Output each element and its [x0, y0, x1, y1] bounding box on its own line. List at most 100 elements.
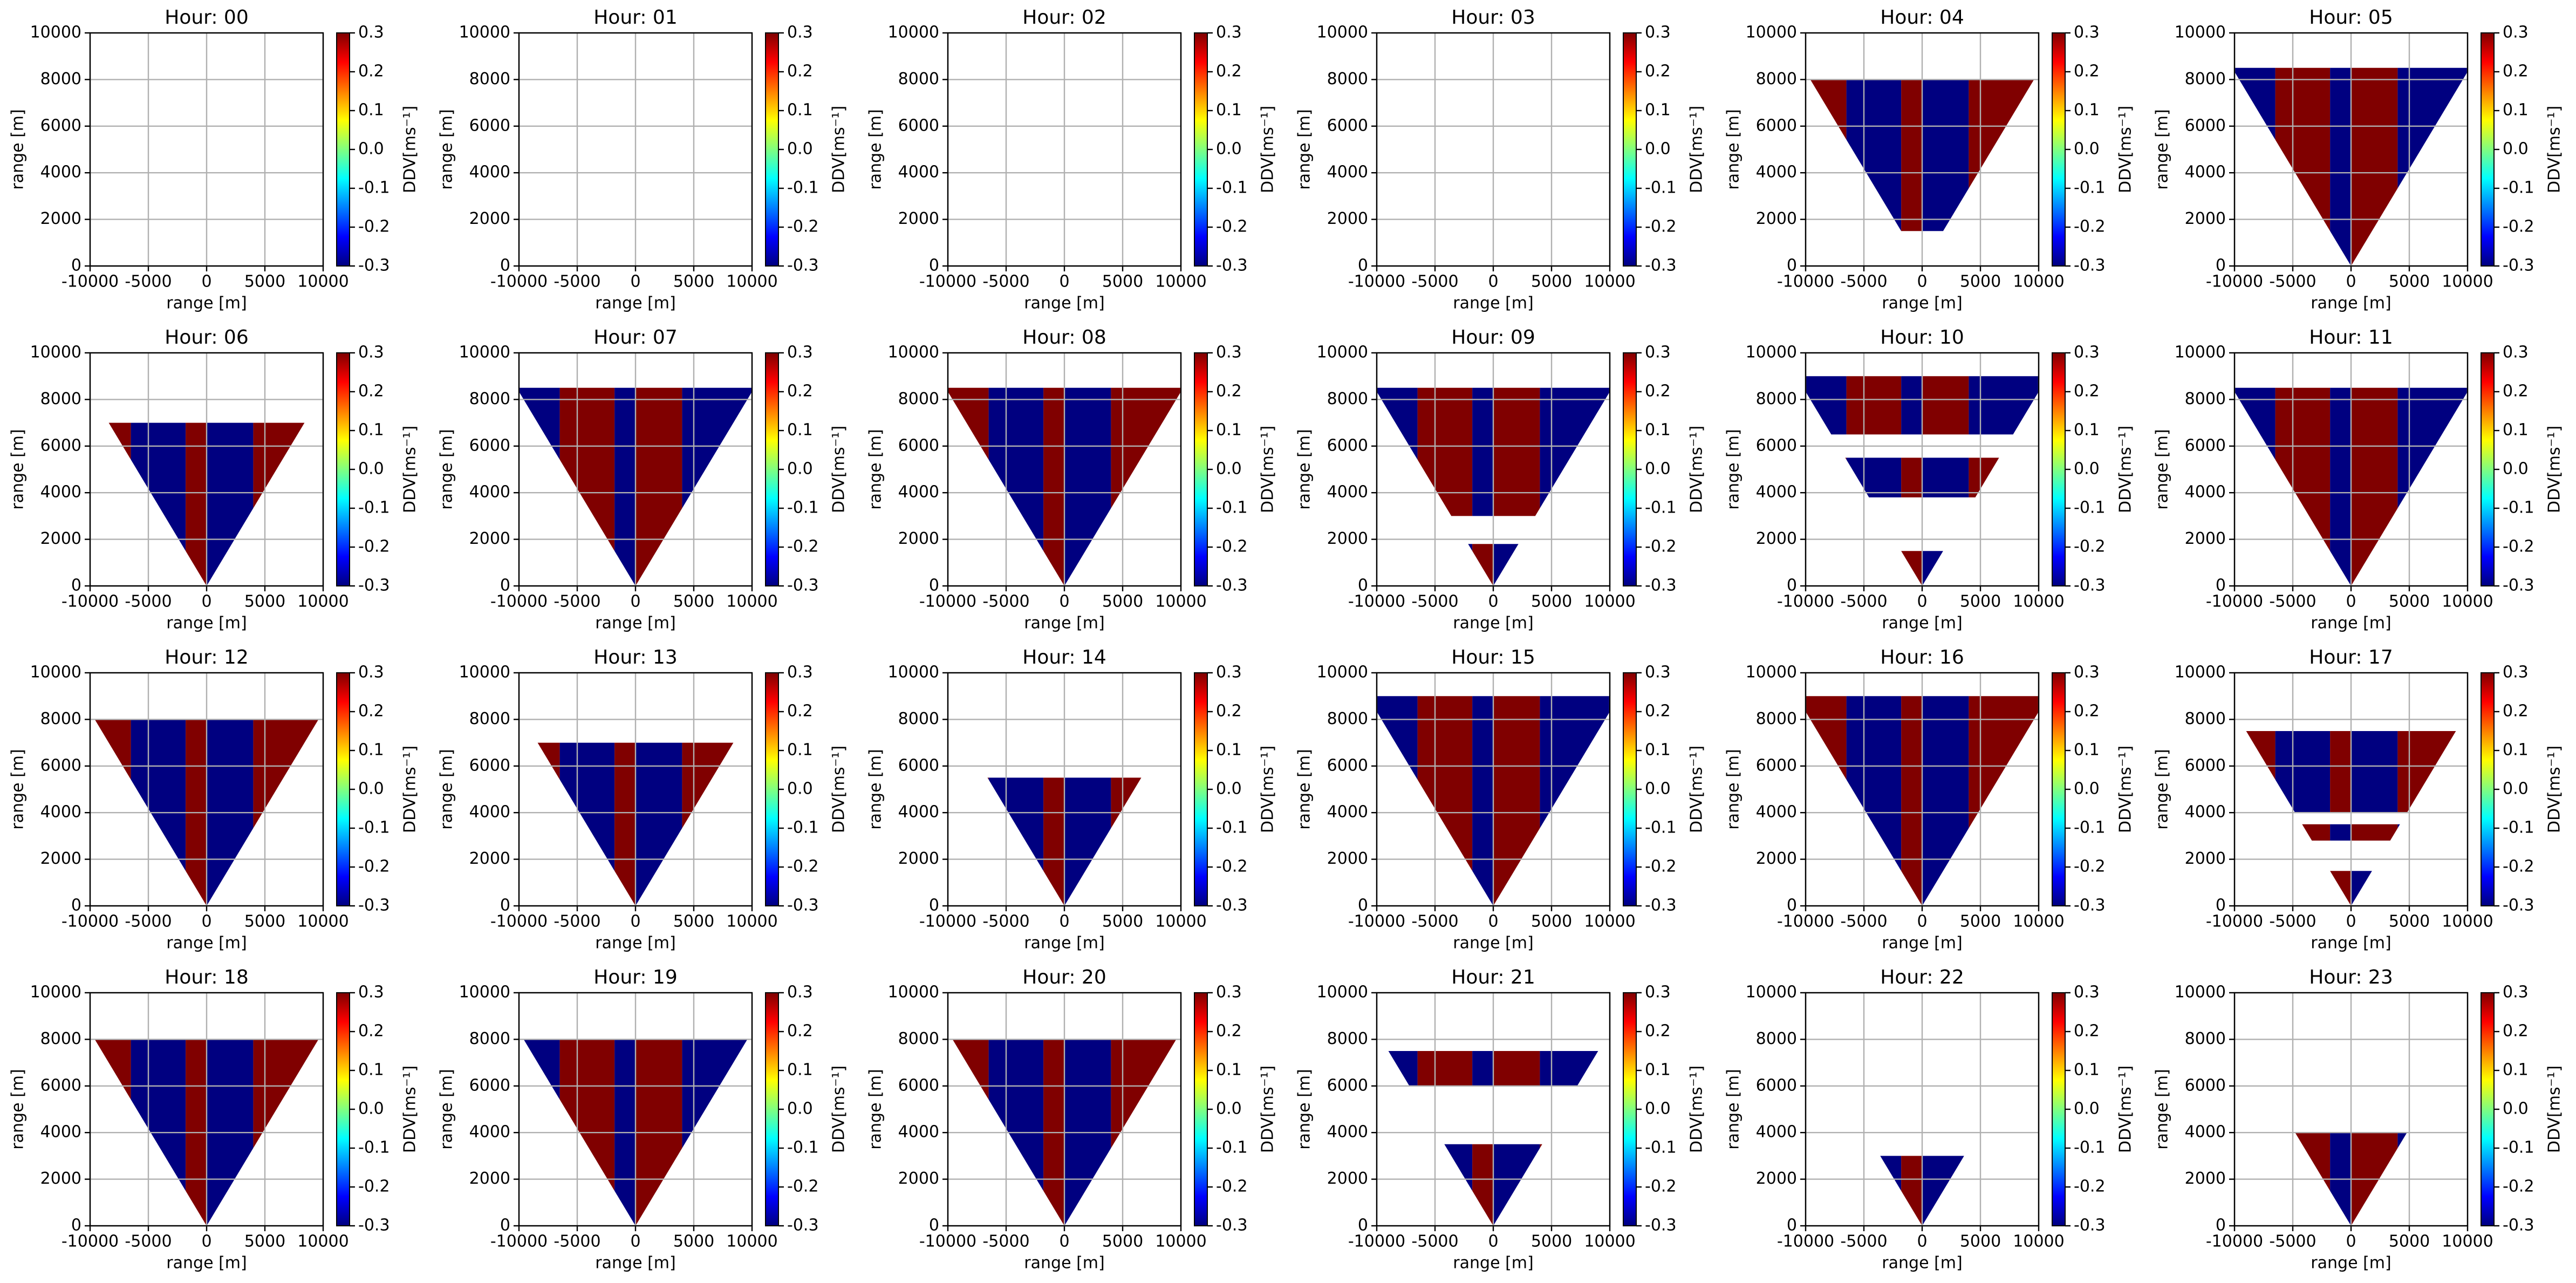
- colorbar-tick-label: 0.3: [1216, 23, 1242, 42]
- colorbar-tick-label: -0.3: [358, 896, 390, 915]
- colorbar-tick-label: -0.2: [1216, 537, 1248, 556]
- y-axis-label: range [m]: [2153, 429, 2172, 509]
- colorbar-tick-label: 0.1: [358, 421, 384, 440]
- colorbar-tick-label: 0.2: [1645, 1022, 1671, 1041]
- colorbar-tick-label: 0.1: [358, 741, 384, 760]
- x-tick-label: -5000: [2269, 912, 2316, 931]
- x-axis-label: range [m]: [166, 614, 247, 633]
- colorbar-label: DDV[ms⁻¹]: [2116, 746, 2135, 833]
- colorbar-tick-label: -0.3: [1216, 896, 1248, 915]
- x-axis-label: range [m]: [1024, 294, 1104, 313]
- colorbar-tick-label: -0.2: [1645, 537, 1677, 556]
- scan-band: [1493, 696, 1540, 906]
- y-tick-label: 4000: [40, 1123, 81, 1142]
- y-axis-label: range [m]: [2153, 749, 2172, 829]
- plot-frame: [518, 992, 753, 1227]
- colorbar: [336, 992, 350, 1226]
- colorbar-tick-label: 0.3: [787, 23, 813, 42]
- x-axis-label: range [m]: [1453, 614, 1533, 633]
- x-tick-label: 10000: [2013, 592, 2064, 611]
- colorbar-tick-label: 0.2: [2503, 382, 2529, 401]
- colorbar-tick-label: -0.3: [2074, 1216, 2106, 1235]
- subplot-title: Hour: 11: [2309, 326, 2393, 349]
- scan-band: [636, 1039, 682, 1226]
- subplot-title: Hour: 09: [1451, 326, 1535, 349]
- x-axis-label: range [m]: [1882, 1254, 1962, 1273]
- x-tick-label: 0: [201, 272, 211, 291]
- y-tick-label: 10000: [888, 343, 939, 362]
- subplot: Hour: 04 -10000 -5000 0 5000 10000 0 2000 4000 60…: [1724, 6, 2135, 313]
- subplot: Hour: 07 -10000 -5000 0 5000 10000 0 2000 4000 60…: [438, 326, 849, 633]
- y-tick-label: 8000: [40, 1029, 81, 1048]
- scan-band: [1759, 993, 1847, 1226]
- scan-band: [523, 1039, 560, 1226]
- y-tick-label: 4000: [898, 163, 939, 182]
- colorbar-tick-label: 0.0: [1645, 460, 1671, 479]
- x-tick-label: 5000: [673, 272, 714, 291]
- scan-band: [519, 387, 560, 586]
- x-tick-label: 0: [630, 1232, 640, 1251]
- colorbar-tick-label: -0.2: [1216, 1177, 1248, 1196]
- y-tick-label: 10000: [1317, 983, 1368, 1002]
- colorbar-label: DDV[ms⁻¹]: [2545, 426, 2564, 513]
- x-tick-label: 10000: [2442, 1232, 2493, 1251]
- y-tick-label: 10000: [459, 23, 510, 42]
- y-tick-label: 6000: [2185, 756, 2226, 775]
- x-tick-label: -10000: [490, 592, 548, 611]
- scan-band: [1846, 376, 1902, 435]
- y-axis-label: range [m]: [866, 1069, 885, 1149]
- y-tick-label: 0: [2216, 896, 2226, 915]
- subplot: Hour: 10 -10000 -5000 0 5000 10000 0 2000 4000 60…: [1724, 326, 2135, 633]
- x-tick-label: -10000: [62, 1232, 119, 1251]
- y-tick-label: 6000: [2185, 116, 2226, 135]
- colorbar-tick-label: -0.2: [1645, 1177, 1677, 1196]
- colorbar: [336, 32, 350, 267]
- plot-frame: [1805, 672, 2040, 907]
- colorbar-tick-label: -0.2: [2503, 857, 2534, 876]
- colorbar: [336, 352, 350, 586]
- scan-band: [1922, 79, 1969, 231]
- colorbar-tick-label: 0.1: [1645, 101, 1671, 120]
- colorbar-tick-label: 0.1: [1645, 421, 1671, 440]
- subplot: Hour: 01 -10000 -5000 0 5000 10000 0 2000 4000 60…: [438, 6, 849, 313]
- x-tick-label: 10000: [297, 1232, 349, 1251]
- x-tick-label: 5000: [673, 912, 714, 931]
- y-tick-label: 4000: [469, 163, 510, 182]
- y-tick-label: 10000: [2175, 343, 2226, 362]
- y-tick-label: 8000: [469, 1029, 510, 1048]
- colorbar-tick-label: -0.2: [358, 537, 390, 556]
- colorbar-tick-label: 0.2: [2074, 62, 2100, 81]
- x-tick-label: -5000: [1840, 1232, 1887, 1251]
- colorbar-tick-label: 0.2: [1645, 382, 1671, 401]
- y-tick-label: 2000: [469, 209, 510, 228]
- colorbar-tick-label: 0.3: [1645, 343, 1671, 362]
- scan-band: [94, 1039, 131, 1226]
- colorbar: [1623, 992, 1637, 1226]
- y-axis-label: range [m]: [1724, 429, 1743, 509]
- y-tick-label: 2000: [40, 849, 81, 868]
- colorbar-tick-label: -0.3: [358, 256, 390, 275]
- scan-band: [2188, 993, 2276, 1226]
- x-tick-label: 10000: [297, 272, 349, 291]
- y-tick-label: 6000: [2185, 436, 2226, 455]
- scan-band: [108, 422, 131, 586]
- scan-band: [537, 742, 560, 906]
- colorbar-tick-label: 0.3: [1645, 983, 1671, 1002]
- x-tick-label: -10000: [62, 272, 119, 291]
- plot-frame: [518, 32, 753, 267]
- x-tick-label: -10000: [1777, 272, 1834, 291]
- y-tick-label: 4000: [1327, 483, 1368, 502]
- plot-frame: [947, 992, 1182, 1227]
- x-axis-label: range [m]: [166, 294, 247, 313]
- scan-band: [1377, 387, 1418, 516]
- y-tick-label: 8000: [2185, 70, 2226, 88]
- colorbar-tick-label: 0.2: [1216, 1022, 1242, 1041]
- subplot-title: Hour: 14: [1022, 646, 1106, 668]
- x-tick-label: -5000: [125, 592, 172, 611]
- colorbar-tick-label: 0.0: [358, 140, 384, 159]
- x-tick-label: 5000: [244, 272, 285, 291]
- colorbar-tick-label: -0.2: [2074, 217, 2106, 236]
- colorbar-tick-label: 0.0: [2503, 460, 2529, 479]
- y-tick-label: 6000: [898, 1076, 939, 1095]
- y-tick-label: 6000: [1327, 116, 1368, 135]
